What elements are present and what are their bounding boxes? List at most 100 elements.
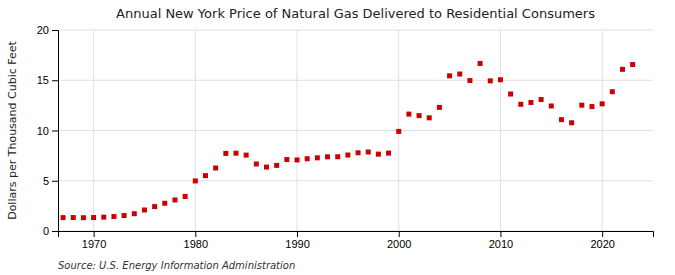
- y-tick-label: 20: [37, 24, 49, 36]
- x-tick-label: 1980: [184, 238, 208, 250]
- y-tick-label: 5: [43, 175, 49, 187]
- title: Annual New York Price of Natural Gas Del…: [116, 6, 595, 21]
- y-tick: 15: [37, 74, 58, 86]
- y-tick-mark: [52, 131, 58, 132]
- x-tick-label: 1970: [82, 238, 106, 250]
- point: [539, 97, 544, 102]
- y-tick-mark: [52, 30, 58, 31]
- plot-area: 1970 1980 1990 2000 2010 2020 0 5 10 15 20: [37, 24, 654, 250]
- y-tick: 5: [43, 175, 58, 187]
- point: [315, 155, 320, 160]
- point: [274, 163, 279, 168]
- point: [559, 117, 564, 122]
- point: [233, 151, 238, 156]
- point: [254, 161, 259, 166]
- point: [610, 89, 615, 94]
- point: [457, 72, 462, 77]
- point: [91, 215, 96, 220]
- y-tick-label: 15: [37, 74, 49, 86]
- x-tick: 1990: [285, 231, 309, 250]
- y-tick: 0: [43, 225, 58, 237]
- grid-line-y: [58, 30, 653, 31]
- x-tick-label: 2010: [489, 238, 513, 250]
- y-axis-title: Dollars per Thousand Cubic Feet: [6, 40, 19, 219]
- y-axis: 0 5 10 15 20: [37, 24, 59, 237]
- point: [356, 150, 361, 155]
- point: [345, 153, 350, 158]
- grid-line-y: [58, 130, 653, 131]
- point: [244, 153, 249, 158]
- point: [417, 113, 422, 118]
- point: [295, 157, 300, 162]
- point: [132, 211, 137, 216]
- point: [162, 201, 167, 206]
- point: [528, 100, 533, 105]
- point: [569, 120, 574, 125]
- y-tick-mark: [52, 80, 58, 81]
- y-tick-label: 10: [37, 125, 49, 137]
- point: [589, 104, 594, 109]
- points: [61, 61, 636, 220]
- point: [508, 92, 513, 97]
- x-tick-mark: [297, 231, 298, 237]
- x-tick-label: 2020: [590, 238, 614, 250]
- point: [437, 105, 442, 110]
- point: [447, 73, 452, 78]
- point: [284, 157, 289, 162]
- point: [264, 165, 269, 170]
- point: [630, 62, 635, 67]
- point: [142, 207, 147, 212]
- point: [549, 103, 554, 108]
- point: [325, 154, 330, 159]
- point: [498, 77, 503, 82]
- point: [61, 215, 66, 220]
- x-tick-label: 1990: [285, 238, 309, 250]
- point: [335, 154, 340, 159]
- point: [101, 215, 106, 220]
- y-tick-mark: [52, 231, 58, 232]
- y-axis-line: [52, 31, 59, 232]
- x-tick: 2010: [489, 231, 513, 250]
- source-note: Source: U.S. Energy Information Administ…: [58, 260, 295, 271]
- point: [386, 151, 391, 156]
- x-tick: 1980: [184, 231, 208, 250]
- y-tick-label: 0: [43, 225, 49, 237]
- x-tick-mark: [94, 231, 95, 237]
- x-tick-mark: [399, 231, 400, 237]
- point: [478, 61, 483, 66]
- x-tick: 1970: [82, 231, 106, 250]
- point: [81, 215, 86, 220]
- point: [396, 129, 401, 134]
- x-tick-mark: [500, 231, 501, 237]
- point: [223, 151, 228, 156]
- point: [183, 194, 188, 199]
- grid-line-y: [58, 180, 653, 181]
- point: [152, 204, 157, 209]
- point: [366, 150, 371, 155]
- x-tick-mark: [602, 231, 603, 237]
- point: [376, 152, 381, 157]
- grid: [58, 30, 653, 231]
- point: [111, 214, 116, 219]
- x-tick: 2000: [387, 231, 411, 250]
- x-axis: 1970 1980 1990 2000 2010 2020: [59, 231, 654, 250]
- point: [172, 197, 177, 202]
- point: [122, 213, 127, 218]
- x-tick-mark: [195, 231, 196, 237]
- y-tick: 20: [37, 24, 58, 36]
- x-tick: 2020: [590, 231, 614, 250]
- point: [488, 78, 493, 83]
- point: [518, 102, 523, 107]
- point: [71, 215, 76, 220]
- y-tick-mark: [52, 181, 58, 182]
- point: [213, 165, 218, 170]
- point: [193, 178, 198, 183]
- point: [620, 67, 625, 72]
- point: [406, 112, 411, 117]
- y-tick: 10: [37, 125, 58, 137]
- chart: 1970 1980 1990 2000 2010 2020 0 5 10 15 20 Annual N…: [0, 0, 675, 275]
- point: [203, 173, 208, 178]
- point: [579, 103, 584, 108]
- point: [600, 101, 605, 106]
- point: [467, 78, 472, 83]
